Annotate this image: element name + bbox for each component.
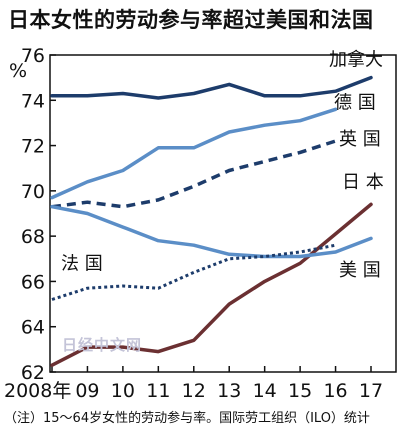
series-line-法国 — [51, 243, 336, 301]
x-tick-label: 16 — [323, 380, 347, 402]
chart-footnote: （注）15～64岁女性的劳动参与率。国际劳工组织（ILO）统计 — [4, 411, 370, 426]
y-tick-label: 70 — [21, 181, 45, 203]
series-label: 加拿大 — [329, 49, 383, 71]
series-label: 日 本 — [342, 172, 384, 193]
series-line-德国 — [50, 107, 338, 200]
y-tick-label: 68 — [21, 226, 45, 248]
series-line-英国 — [51, 139, 337, 209]
series-line-日本 — [50, 202, 373, 367]
x-tick-label: 13 — [217, 380, 241, 402]
y-tick-label: 74 — [21, 90, 45, 112]
series-line-加拿大 — [50, 75, 373, 100]
series-label: 美 国 — [339, 260, 381, 281]
y-tick-label: 72 — [21, 136, 45, 158]
y-tick-label: 76 — [21, 45, 45, 67]
series-line-美国 — [50, 204, 373, 259]
x-tick-label: 17 — [359, 380, 383, 402]
x-tick-label: 14 — [253, 380, 277, 402]
series-label: 法 国 — [61, 253, 103, 274]
plot-frame — [49, 54, 397, 373]
x-tick-label: 11 — [146, 380, 170, 402]
series-label: 英 国 — [339, 129, 381, 150]
watermark-logo: 日经中文网 — [62, 336, 143, 354]
x-tick-label: 15 — [288, 380, 312, 402]
x-tick-label: 10 — [111, 380, 135, 402]
y-tick-label: 62 — [21, 362, 45, 384]
y-tick-label: 64 — [21, 317, 45, 339]
x-tick-label: 12 — [182, 380, 206, 402]
series-label: 德 国 — [334, 93, 376, 114]
chart-title: 日本女性的劳动参与率超过美国和法国 — [8, 8, 374, 32]
y-tick-label: 66 — [21, 271, 45, 293]
x-tick-label: 2008年 — [4, 380, 71, 402]
x-tick-label: 09 — [75, 380, 99, 402]
y-unit-label: % — [9, 60, 27, 82]
